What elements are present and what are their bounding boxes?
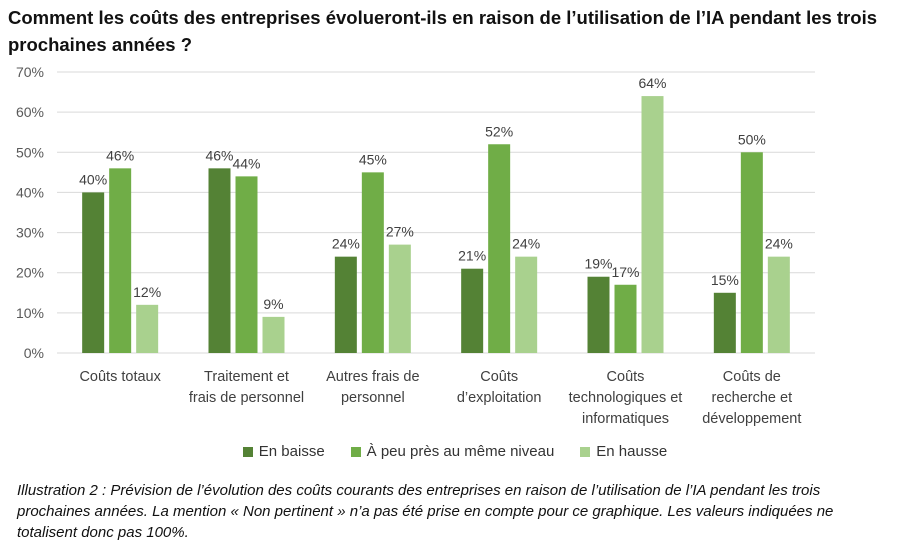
legend-swatch [350,446,361,457]
data-label: 46% [205,147,233,163]
bar [767,256,790,353]
bar-chart: 0% 10% 20% 30% 40% 50% 60% 70% 40% 46% 12% Coûts to… [16,64,815,427]
bar [208,168,231,353]
legend-item: En hausse [580,443,667,460]
x-tick-label: personnel [341,390,405,406]
legend-label: En hausse [596,443,668,460]
x-tick-label: Coûts [480,369,518,385]
x-tick-label: technologiques et [569,390,683,406]
bar [334,256,357,353]
bar [461,268,484,353]
data-label: 21% [458,248,486,264]
x-tick-label: Traitement et [204,369,289,385]
legend-swatch [242,446,253,457]
legend-swatch [580,446,591,457]
legend-label: À peu près au même niveau [366,443,555,460]
bar [262,316,285,353]
bar [515,256,538,353]
data-label: 12% [133,284,161,300]
data-label: 15% [711,272,739,288]
data-label: 64% [638,75,666,91]
y-tick-label: 20% [16,265,44,281]
bar [82,192,105,353]
data-label: 52% [485,123,513,139]
data-label: 24% [332,236,360,252]
x-tick-label: recherche et [712,390,793,406]
data-label: 9% [263,296,283,312]
legend-label: En baisse [258,443,325,460]
data-label: 24% [765,236,793,252]
x-tick-label: Coûts totaux [79,369,161,385]
x-tick-label: frais de personnel [189,390,304,406]
chart-legend: En baisse À peu près au même niveau En hau… [0,443,900,460]
x-tick-label: développement [702,411,801,427]
data-label: 27% [386,224,414,240]
bar [488,144,511,353]
bar [641,96,664,353]
bar [587,276,610,353]
data-label: 45% [359,151,387,167]
y-tick-label: 10% [16,305,44,321]
x-tick-label: Coûts [607,369,645,385]
y-tick-label: 30% [16,225,44,241]
data-label: 24% [512,236,540,252]
x-tick-label: informatiques [582,411,669,427]
bar [361,172,384,353]
data-label: 50% [738,131,766,147]
data-label: 46% [106,147,134,163]
bar [740,152,763,353]
bar [388,244,411,353]
data-label: 40% [79,171,107,187]
x-tick-label: d’exploitation [457,390,542,406]
y-tick-label: 70% [16,64,44,80]
y-tick-label: 60% [16,104,44,120]
data-label: 17% [611,264,639,280]
bar [614,284,637,353]
x-tick-label: Autres frais de [326,369,420,385]
bar [713,292,736,353]
x-tick-label: Coûts de [723,369,781,385]
bar [136,304,159,353]
y-tick-label: 40% [16,184,44,200]
bar [235,176,258,353]
legend-item: En baisse [242,443,325,460]
chart-title: Comment les coûts des entreprises évolue… [8,7,878,55]
y-tick-label: 0% [24,345,44,361]
data-label: 44% [232,155,260,171]
y-tick-label: 50% [16,144,44,160]
bar [109,168,132,353]
legend-item: À peu près au même niveau [350,443,555,460]
figure-caption: Illustration 2 : Prévision de l’évolutio… [17,482,834,541]
data-label: 19% [584,256,612,272]
